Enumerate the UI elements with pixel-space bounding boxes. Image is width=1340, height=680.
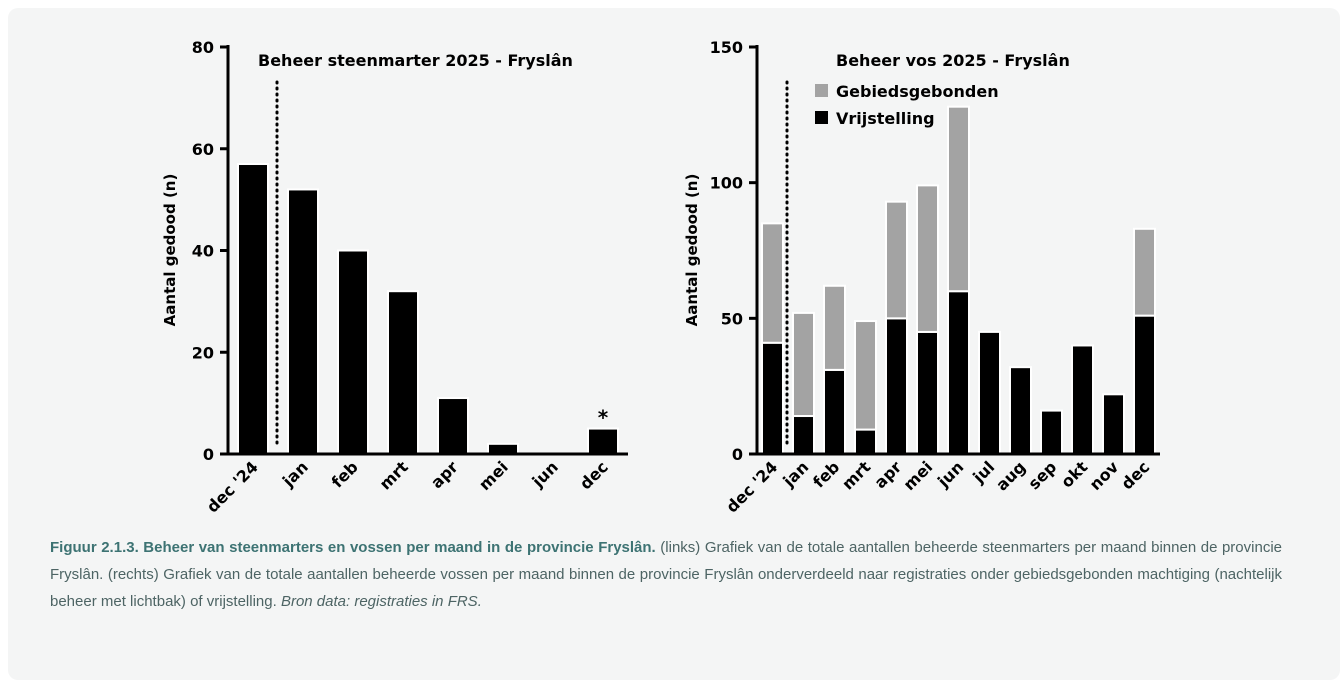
x-tick-label: jan xyxy=(779,457,813,491)
bar-segment xyxy=(823,368,846,455)
bar xyxy=(337,249,369,455)
x-tick-label: aug xyxy=(992,457,1029,494)
x-tick-label: mei xyxy=(475,457,512,494)
bar-segment xyxy=(885,200,908,320)
y-tick-label: 40 xyxy=(192,242,214,261)
chart-title: Beheer vos 2025 - Fryslân xyxy=(836,51,1070,70)
x-tick-label: apr xyxy=(427,457,462,492)
x-tick-label: dec '24 xyxy=(203,457,262,516)
bar xyxy=(587,427,619,455)
x-tick-label: dec '24 xyxy=(722,457,781,516)
y-tick-label: 20 xyxy=(192,343,214,362)
bar-segment xyxy=(854,428,877,455)
x-tick-label: feb xyxy=(809,457,843,491)
x-tick-label: mei xyxy=(900,457,937,494)
y-tick-label: 50 xyxy=(721,309,743,328)
bar xyxy=(437,397,469,456)
x-tick-label: mrt xyxy=(376,457,412,493)
y-tick-label: 100 xyxy=(710,174,743,193)
caption: Figuur 2.1.3. Beheer van steenmarters en… xyxy=(50,534,1282,615)
y-tick-label: 150 xyxy=(710,38,743,57)
caption-title: Figuur 2.1.3. Beheer van steenmarters en… xyxy=(50,539,656,556)
x-tick-label: jun xyxy=(528,457,562,491)
bar-segment xyxy=(1040,409,1063,456)
y-tick-label: 80 xyxy=(192,38,214,57)
bar-segment xyxy=(1009,366,1032,456)
y-tick-label: 0 xyxy=(732,445,743,464)
x-tick-label: apr xyxy=(871,457,906,492)
x-tick-label: jun xyxy=(933,457,967,491)
caption-source: Bron data: registraties in FRS. xyxy=(280,593,482,610)
bar-segment xyxy=(823,284,846,371)
legend-swatch xyxy=(815,111,828,124)
x-tick-label: okt xyxy=(1057,457,1091,491)
x-tick-label: dec xyxy=(1117,457,1153,493)
bar-segment xyxy=(761,341,784,455)
x-tick-label: jan xyxy=(278,457,312,491)
x-tick-label: mrt xyxy=(838,457,874,493)
bar-segment xyxy=(978,330,1001,455)
bar-segment xyxy=(916,184,939,333)
x-tick-label: nov xyxy=(1086,457,1123,494)
bar xyxy=(237,163,269,455)
bar-segment xyxy=(947,105,970,293)
bar-segment xyxy=(792,415,815,456)
bar-segment xyxy=(1102,393,1125,456)
bar-segment xyxy=(1133,227,1156,317)
caption-text: (links) Grafiek van de totale aantallen … xyxy=(50,539,1282,610)
legend-label: Vrijstelling xyxy=(836,109,935,128)
bar-segment xyxy=(916,330,939,455)
chart-title: Beheer steenmarter 2025 - Fryslân xyxy=(258,51,573,70)
annotation: * xyxy=(598,406,609,430)
bar-segment xyxy=(1071,344,1094,456)
x-tick-label: dec xyxy=(576,457,612,493)
bar-segment xyxy=(854,320,877,431)
bar xyxy=(487,442,519,456)
figure-panel xyxy=(8,8,1340,680)
x-tick-label: sep xyxy=(1024,457,1060,493)
figure: Beheer steenmarter 2025 - Fryslân Aantal … xyxy=(161,38,1160,516)
bar-segment xyxy=(792,311,815,418)
bar-segment xyxy=(947,290,970,456)
legend-swatch xyxy=(815,84,828,97)
x-tick-label: feb xyxy=(328,457,362,491)
bar-segment xyxy=(885,317,908,456)
y-axis-label: Aantal gedood (n) xyxy=(683,174,701,327)
bar-segment xyxy=(761,222,784,344)
bar-segment xyxy=(1133,314,1156,455)
bar xyxy=(287,188,319,455)
legend-label: Gebiedsgebonden xyxy=(836,82,999,101)
y-axis-label: Aantal gedood (n) xyxy=(161,174,179,327)
y-tick-label: 0 xyxy=(203,445,214,464)
y-tick-label: 60 xyxy=(192,140,214,159)
bar xyxy=(387,290,419,456)
